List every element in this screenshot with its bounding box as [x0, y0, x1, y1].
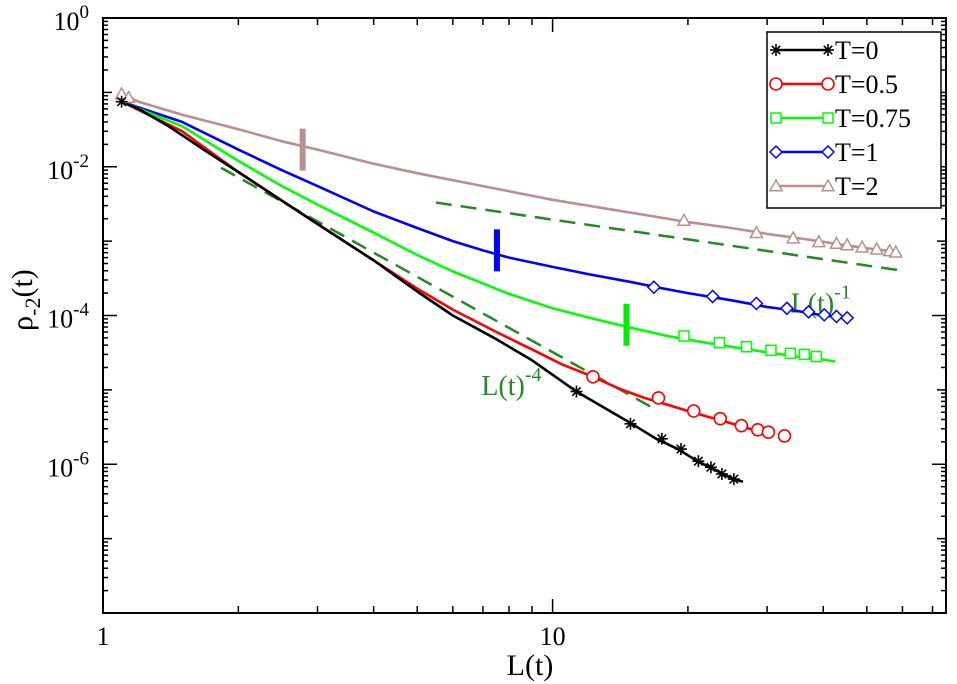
marker-star-stroke: [676, 444, 686, 454]
series-line: [121, 100, 836, 363]
series-line: [121, 100, 847, 320]
marker-triangle: [768, 178, 784, 192]
legend-label: T=0.5: [835, 70, 898, 99]
marker-diamond: [840, 310, 855, 325]
y-tick-label: 100: [54, 2, 90, 36]
legend-label: T=0.75: [835, 104, 911, 133]
marker-star-stroke: [657, 433, 667, 444]
marker-square: [784, 347, 797, 360]
y-axis-label-base: ρ: [6, 316, 39, 331]
y-tick-label: 10-2: [47, 151, 89, 185]
marker-star-stroke: [693, 456, 704, 466]
marker-circle: [686, 404, 701, 418]
marker-star: [715, 467, 728, 480]
marker-star-stroke: [116, 96, 127, 107]
marker-star: [727, 473, 740, 486]
marker-star-stroke: [823, 45, 833, 55]
marker-star-stroke: [771, 45, 781, 55]
marker-star-stroke: [729, 474, 739, 484]
marker-diamond: [779, 301, 794, 316]
marker-triangle: [820, 178, 836, 192]
marker-star: [822, 44, 834, 56]
marker-triangle: [121, 90, 136, 104]
legend-label: T=1: [835, 138, 879, 167]
marker-diamond: [820, 144, 836, 160]
marker-square: [765, 344, 777, 357]
y-axis-label: ρ-2(t): [6, 269, 45, 331]
svg-text:ρ-2(t): ρ-2(t): [6, 269, 45, 331]
marker-triangle: [749, 225, 764, 239]
series-line: [121, 92, 900, 253]
marker-star-stroke: [571, 386, 582, 397]
marker-diamond: [749, 296, 764, 311]
marker-square: [798, 348, 811, 361]
x-axis-label: L(t): [507, 649, 554, 682]
legend-label: T=2: [835, 172, 879, 201]
marker-star: [655, 432, 668, 445]
marker-diamond: [705, 289, 720, 304]
marker-triangle: [785, 230, 801, 244]
series-line: [121, 100, 744, 484]
marker-triangle: [676, 212, 692, 226]
marker-diamond: [768, 144, 784, 160]
marker-square: [810, 350, 823, 363]
marker-star: [624, 417, 637, 430]
marker-star-stroke: [625, 418, 636, 429]
marker-star: [692, 455, 705, 468]
marker-square: [713, 337, 726, 349]
marker-star: [570, 385, 583, 398]
marker-triangle: [869, 241, 885, 255]
marker-circle: [734, 418, 749, 433]
marker-square: [822, 112, 834, 124]
marker-square: [740, 341, 753, 353]
marker-diamond: [646, 280, 661, 295]
y-axis-label-tail: (t): [6, 269, 39, 297]
marker-circle: [761, 425, 776, 439]
y-axis-label-sub: -2: [20, 298, 45, 316]
marker-star: [770, 44, 782, 56]
guide-label: L(t)-4: [481, 364, 541, 402]
legend-label: T=0: [835, 36, 879, 65]
marker-star: [674, 443, 687, 456]
marker-star-stroke: [706, 462, 716, 473]
marker-triangle: [839, 237, 855, 251]
marker-triangle: [854, 239, 870, 253]
marker-diamond: [829, 309, 844, 324]
marker-square: [770, 112, 782, 124]
marker-star-stroke: [717, 469, 727, 479]
marker-diamond: [801, 304, 816, 319]
x-tick-label: 10: [540, 622, 566, 651]
legend-box: [766, 31, 942, 209]
marker-triangle: [829, 235, 844, 250]
marker-diamond: [817, 307, 832, 322]
marker-star: [115, 95, 128, 108]
marker-circle: [821, 77, 835, 91]
marker-circle: [713, 411, 728, 426]
marker-square: [678, 330, 690, 342]
marker-star: [704, 461, 717, 474]
guide-line: [435, 201, 903, 272]
marker-circle: [651, 391, 666, 405]
marker-triangle: [888, 244, 904, 258]
y-tick-label: 10-6: [47, 448, 89, 482]
x-tick-label: 1: [97, 622, 110, 651]
marker-circle: [586, 369, 600, 384]
marker-circle: [777, 429, 792, 443]
marker-triangle: [811, 234, 827, 248]
y-tick-label: 10-4: [47, 300, 89, 334]
marker-circle: [769, 77, 783, 91]
legend: T=0 T=0.5 T=0.75 T=1 T=2: [766, 31, 942, 209]
